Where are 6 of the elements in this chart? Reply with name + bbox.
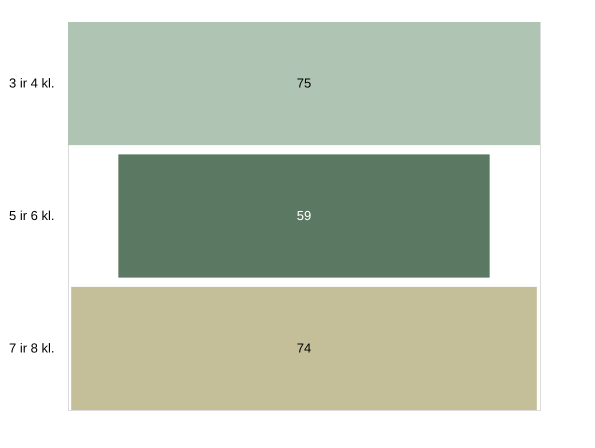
data-label: 74 — [296, 340, 312, 356]
category-label: 7 ir 8 kl. — [8, 340, 54, 356]
category-label: 5 ir 6 kl. — [8, 208, 54, 223]
data-label: 75 — [296, 76, 312, 91]
data-label: 59 — [296, 208, 312, 223]
category-label: 3 ir 4 kl. — [8, 76, 54, 91]
